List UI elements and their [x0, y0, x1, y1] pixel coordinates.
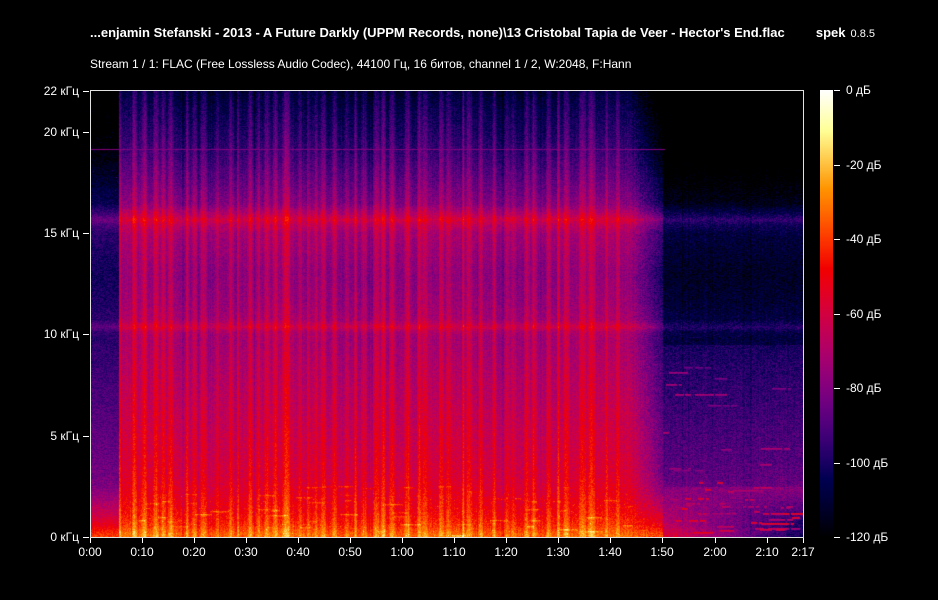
x-tick-label: 1:10 [442, 545, 466, 559]
file-title: ...enjamin Stefanski - 2013 - A Future D… [90, 25, 785, 40]
x-tick [803, 538, 804, 543]
app-version: 0.8.5 [850, 28, 875, 40]
x-tick [662, 538, 663, 543]
title-bar: ...enjamin Stefanski - 2013 - A Future D… [90, 25, 875, 40]
legend-tick-label: 0 дБ [846, 83, 871, 97]
app-name: spek [815, 25, 846, 40]
legend-tick-label: -120 дБ [846, 530, 889, 544]
y-tick-label: 0 кГц [50, 530, 79, 544]
legend-tick [834, 90, 840, 91]
x-tick [350, 538, 351, 543]
x-tick [402, 538, 403, 543]
y-tick-label: 20 кГц [43, 125, 79, 139]
x-tick-label: 1:30 [546, 545, 570, 559]
legend-tick-label: -60 дБ [846, 307, 882, 321]
y-tick [83, 436, 89, 437]
x-tick-label: 1:00 [390, 545, 414, 559]
x-tick-label: 0:50 [338, 545, 362, 559]
y-tick [83, 334, 89, 335]
spectrogram-plot [90, 90, 804, 538]
spectrogram-canvas [91, 91, 803, 537]
stream-info: Stream 1 / 1: FLAC (Free Lossless Audio … [90, 57, 632, 71]
x-tick-label: 2:10 [755, 545, 779, 559]
x-tick [558, 538, 559, 543]
x-tick-label: 1:20 [494, 545, 518, 559]
x-tick-label: 2:17 [791, 545, 815, 559]
x-tick [454, 538, 455, 543]
legend-tick-label: -80 дБ [846, 381, 882, 395]
x-tick-label: 1:50 [650, 545, 674, 559]
x-tick [142, 538, 143, 543]
y-tick [83, 91, 89, 92]
x-tick [90, 538, 91, 543]
legend-tick [834, 537, 840, 538]
y-tick [83, 537, 89, 538]
y-tick-label: 5 кГц [50, 429, 79, 443]
x-tick-label: 0:30 [234, 545, 258, 559]
legend-tick [834, 463, 840, 464]
legend-tick [834, 388, 840, 389]
app-brand: spek 0.8.5 [816, 25, 875, 40]
legend-tick-label: -40 дБ [846, 232, 882, 246]
x-tick [506, 538, 507, 543]
x-tick-label: 2:00 [703, 545, 727, 559]
x-tick-label: 0:00 [78, 545, 102, 559]
x-tick [767, 538, 768, 543]
y-tick [83, 233, 89, 234]
legend-tick [834, 165, 840, 166]
legend-tick-label: -100 дБ [846, 456, 889, 470]
x-tick-label: 1:40 [598, 545, 622, 559]
y-tick-label: 10 кГц [43, 327, 79, 341]
x-tick-label: 0:40 [286, 545, 310, 559]
legend-tick [834, 239, 840, 240]
x-tick-label: 0:10 [130, 545, 154, 559]
colorbar-canvas [820, 90, 833, 538]
x-tick [194, 538, 195, 543]
y-tick-label: 15 кГц [43, 226, 79, 240]
x-tick [715, 538, 716, 543]
x-tick [298, 538, 299, 543]
y-tick-label: 22 кГц [43, 84, 79, 98]
legend-tick [834, 314, 840, 315]
x-tick [610, 538, 611, 543]
y-tick [83, 132, 89, 133]
legend-tick-label: -20 дБ [846, 158, 882, 172]
x-tick [246, 538, 247, 543]
x-tick-label: 0:20 [182, 545, 206, 559]
